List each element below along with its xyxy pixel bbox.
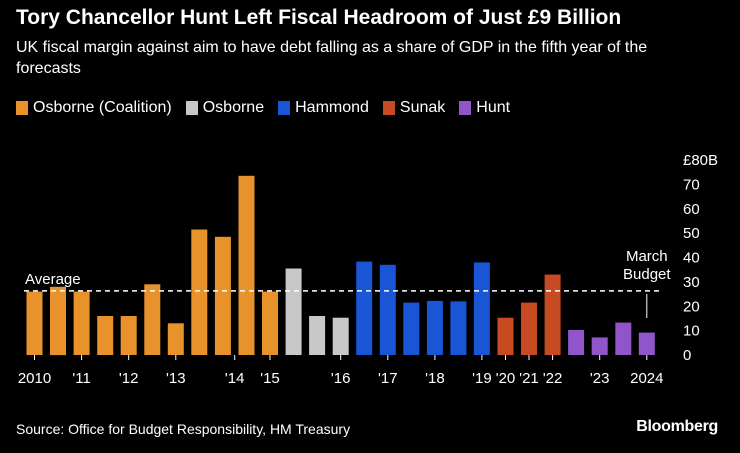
bar xyxy=(426,300,443,355)
legend: Osborne (Coalition) Osborne Hammond Sunak Hu… xyxy=(16,99,524,117)
bar xyxy=(450,301,467,355)
legend-swatch xyxy=(459,101,472,115)
legend-item: Osborne xyxy=(185,99,265,117)
x-tick-label: '19 xyxy=(472,370,492,387)
x-tick-label: '13 xyxy=(166,370,186,387)
bar xyxy=(638,332,655,355)
bar xyxy=(191,229,208,355)
bar xyxy=(120,316,137,355)
x-tick-label: '20 xyxy=(496,370,516,387)
bar xyxy=(544,274,561,355)
bar xyxy=(497,317,514,355)
bar xyxy=(144,284,161,355)
y-tick-label: 70 xyxy=(683,176,700,193)
bar xyxy=(356,261,373,355)
y-tick-label: 50 xyxy=(683,225,700,242)
legend-label: Sunak xyxy=(399,99,446,116)
bar xyxy=(73,291,90,355)
bar xyxy=(214,236,231,355)
bar xyxy=(26,291,43,355)
bar xyxy=(97,316,114,355)
bar xyxy=(615,322,632,355)
x-tick-label: '23 xyxy=(590,370,610,387)
legend-swatch xyxy=(185,101,198,115)
bar xyxy=(167,323,184,355)
x-tick-label: 2024 xyxy=(630,370,663,387)
legend-item: Hammond xyxy=(278,99,369,117)
y-tick-label: 60 xyxy=(683,201,700,218)
bar xyxy=(332,317,349,355)
chart-title: Tory Chancellor Hunt Left Fiscal Headroo… xyxy=(16,6,622,29)
bloomberg-logo: Bloomberg xyxy=(636,418,718,435)
x-tick-label: '18 xyxy=(425,370,445,387)
x-tick-label: '14 xyxy=(225,370,245,387)
bar xyxy=(591,337,608,355)
legend-label: Osborne (Coalition) xyxy=(33,99,172,116)
x-tick-label: '17 xyxy=(378,370,398,387)
bar xyxy=(473,262,490,355)
x-tick-label: '11 xyxy=(72,370,90,387)
bar xyxy=(238,175,255,355)
x-tick-label: '21 xyxy=(519,370,539,387)
legend-item: Sunak xyxy=(382,99,446,117)
y-tick-label: 0 xyxy=(683,347,691,364)
average-label: Average xyxy=(25,271,81,288)
y-tick-label: £80B xyxy=(683,152,718,169)
y-tick-label: 10 xyxy=(683,323,700,340)
bar xyxy=(262,291,278,355)
source-note: Source: Office for Budget Responsibility… xyxy=(16,421,351,437)
x-tick-label: '16 xyxy=(331,370,351,387)
x-tick-label: 2010 xyxy=(18,370,51,387)
x-tick-label: '12 xyxy=(119,370,139,387)
bar xyxy=(309,316,326,355)
annotation-label: March xyxy=(626,248,668,265)
legend-item: Osborne (Coalition) xyxy=(16,99,172,117)
y-tick-label: 20 xyxy=(683,298,700,315)
legend-swatch xyxy=(278,101,291,115)
chart-subtitle: UK fiscal margin against aim to have deb… xyxy=(16,39,648,77)
bar xyxy=(50,286,66,356)
legend-label: Hammond xyxy=(295,99,369,116)
bar xyxy=(379,264,396,355)
annotation-label: Budget xyxy=(623,266,671,283)
x-tick-label: '22 xyxy=(543,370,563,387)
bar xyxy=(403,302,420,355)
bar xyxy=(285,268,302,355)
legend-swatch xyxy=(382,101,395,115)
bar xyxy=(521,302,537,355)
legend-label: Osborne xyxy=(202,99,265,116)
bar xyxy=(568,329,585,355)
legend-swatch xyxy=(16,101,28,115)
legend-item: Hunt xyxy=(459,99,510,117)
legend-label: Hunt xyxy=(476,99,511,116)
y-tick-label: 30 xyxy=(683,274,700,291)
y-tick-label: 40 xyxy=(683,250,700,267)
x-tick-label: '15 xyxy=(260,370,280,387)
